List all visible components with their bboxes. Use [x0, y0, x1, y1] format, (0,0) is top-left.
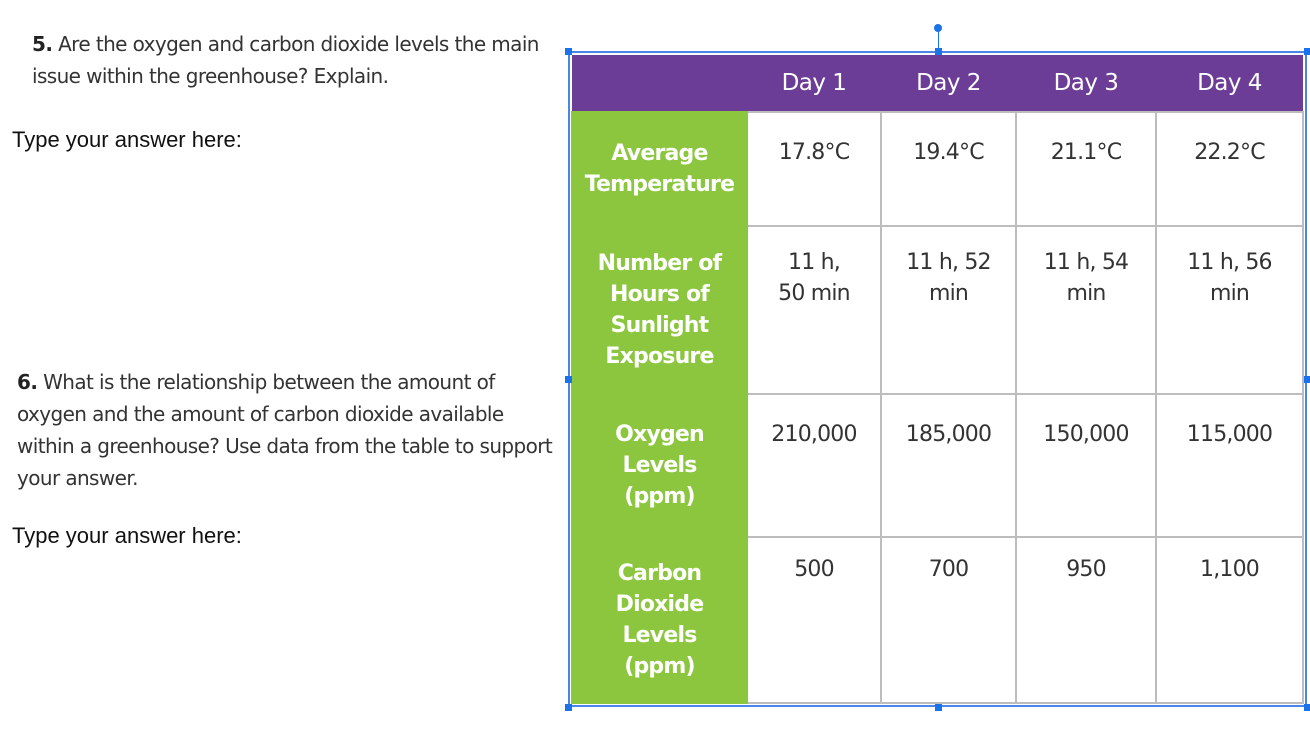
- cell: 500: [746, 536, 882, 704]
- header-cell: [572, 55, 747, 112]
- image-selection-frame: [568, 51, 1307, 707]
- question-number: 6.: [17, 370, 38, 394]
- table-header-row: Day 1 Day 2 Day 3 Day 4: [572, 55, 1303, 112]
- rotate-handle-line: [938, 30, 939, 50]
- cell: 185,000: [880, 393, 1017, 538]
- resize-handle-top[interactable]: [935, 48, 942, 55]
- rotate-handle[interactable]: [934, 24, 942, 32]
- row-header: Average Temperature: [571, 111, 748, 227]
- cell: 1,100: [1155, 536, 1304, 704]
- question-number: 5.: [32, 32, 53, 56]
- row-header: Number of Hours of Sunlight Exposure: [571, 225, 748, 395]
- question-text: What is the relationship between the amo…: [17, 370, 553, 490]
- cell: 21.1°C: [1015, 111, 1157, 227]
- greenhouse-data-table[interactable]: Day 1 Day 2 Day 3 Day 4 Average Temperat…: [571, 55, 1304, 704]
- cell: 11 h, 52 min: [880, 225, 1017, 395]
- cell: 11 h, 54 min: [1015, 225, 1157, 395]
- cell: 11 h, 56 min: [1155, 225, 1304, 395]
- cell: 11 h, 50 min: [746, 225, 882, 395]
- question-text: Are the oxygen and carbon dioxide levels…: [32, 32, 539, 88]
- row-header: Carbon Dioxide Levels (ppm): [571, 536, 748, 704]
- resize-handle-top-left[interactable]: [565, 48, 572, 55]
- answer-5-input[interactable]: Type your answer here:: [12, 127, 242, 152]
- table-row: Oxygen Levels (ppm) 210,000 185,000 150,…: [571, 393, 1304, 538]
- row-header: Oxygen Levels (ppm): [571, 393, 748, 538]
- cell: 700: [880, 536, 1017, 704]
- resize-handle-bottom-left[interactable]: [565, 704, 572, 711]
- resize-handle-bottom[interactable]: [935, 704, 942, 711]
- header-cell: Day 1: [747, 55, 881, 112]
- header-cell: Day 2: [881, 55, 1016, 112]
- header-cell: Day 3: [1016, 55, 1156, 112]
- resize-handle-bottom-right[interactable]: [1304, 704, 1310, 711]
- cell: 17.8°C: [746, 111, 882, 227]
- cell: 22.2°C: [1155, 111, 1304, 227]
- question-6: 6. What is the relationship between the …: [17, 366, 562, 494]
- header-cell: Day 4: [1156, 55, 1303, 112]
- cell: 115,000: [1155, 393, 1304, 538]
- question-5: 5. Are the oxygen and carbon dioxide lev…: [32, 28, 552, 92]
- table-row: Average Temperature 17.8°C 19.4°C 21.1°C…: [571, 111, 1304, 227]
- cell: 19.4°C: [880, 111, 1017, 227]
- resize-handle-top-right[interactable]: [1304, 48, 1310, 55]
- resize-handle-left[interactable]: [565, 376, 572, 383]
- table-row: Carbon Dioxide Levels (ppm) 500 700 950 …: [571, 536, 1304, 704]
- cell: 950: [1015, 536, 1157, 704]
- table-row: Number of Hours of Sunlight Exposure 11 …: [571, 225, 1304, 395]
- resize-handle-right[interactable]: [1304, 376, 1310, 383]
- cell: 150,000: [1015, 393, 1157, 538]
- cell: 210,000: [746, 393, 882, 538]
- answer-6-input[interactable]: Type your answer here:: [12, 523, 242, 548]
